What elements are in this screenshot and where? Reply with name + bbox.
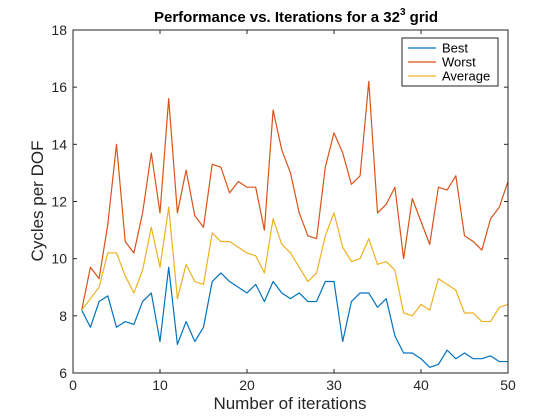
legend-label-best: Best [442, 41, 468, 56]
x-tick-label: 0 [69, 377, 77, 393]
y-tick-label: 18 [51, 22, 67, 38]
series-line-best [81, 266, 508, 368]
axis-ticks [72, 29, 509, 374]
y-tick-label: 8 [59, 308, 67, 324]
series-line-worst [81, 80, 509, 311]
chart-title-suffix: grid [406, 9, 439, 26]
legend-label-average: Average [442, 69, 490, 84]
y-tick-label: 16 [51, 79, 67, 95]
x-tick-label: 50 [500, 377, 516, 393]
x-tick-label: 40 [413, 377, 429, 393]
chart-title: Performance vs. Iterations for a 323 gri… [154, 7, 438, 26]
x-axis-label: Number of iterations [213, 394, 366, 413]
legend-label-worst: Worst [442, 55, 476, 70]
series-line-average [81, 206, 509, 323]
chart-title-superscript: 3 [400, 7, 406, 18]
chart-title-main: Performance vs. Iterations for a 32 [154, 9, 400, 26]
x-tick-label: 10 [152, 377, 168, 393]
axis-tick-labels: 0 10 20 30 40 50 6 8 10 12 14 16 18 [51, 22, 516, 393]
y-tick-label: 14 [51, 136, 67, 152]
y-axis-label: Cycles per DOF [28, 141, 47, 262]
y-tick-label: 10 [51, 251, 67, 267]
y-tick-label: 6 [59, 365, 67, 381]
x-tick-label: 30 [326, 377, 342, 393]
x-tick-label: 20 [239, 377, 255, 393]
y-tick-label: 12 [51, 194, 67, 210]
series-lines [81, 80, 509, 368]
